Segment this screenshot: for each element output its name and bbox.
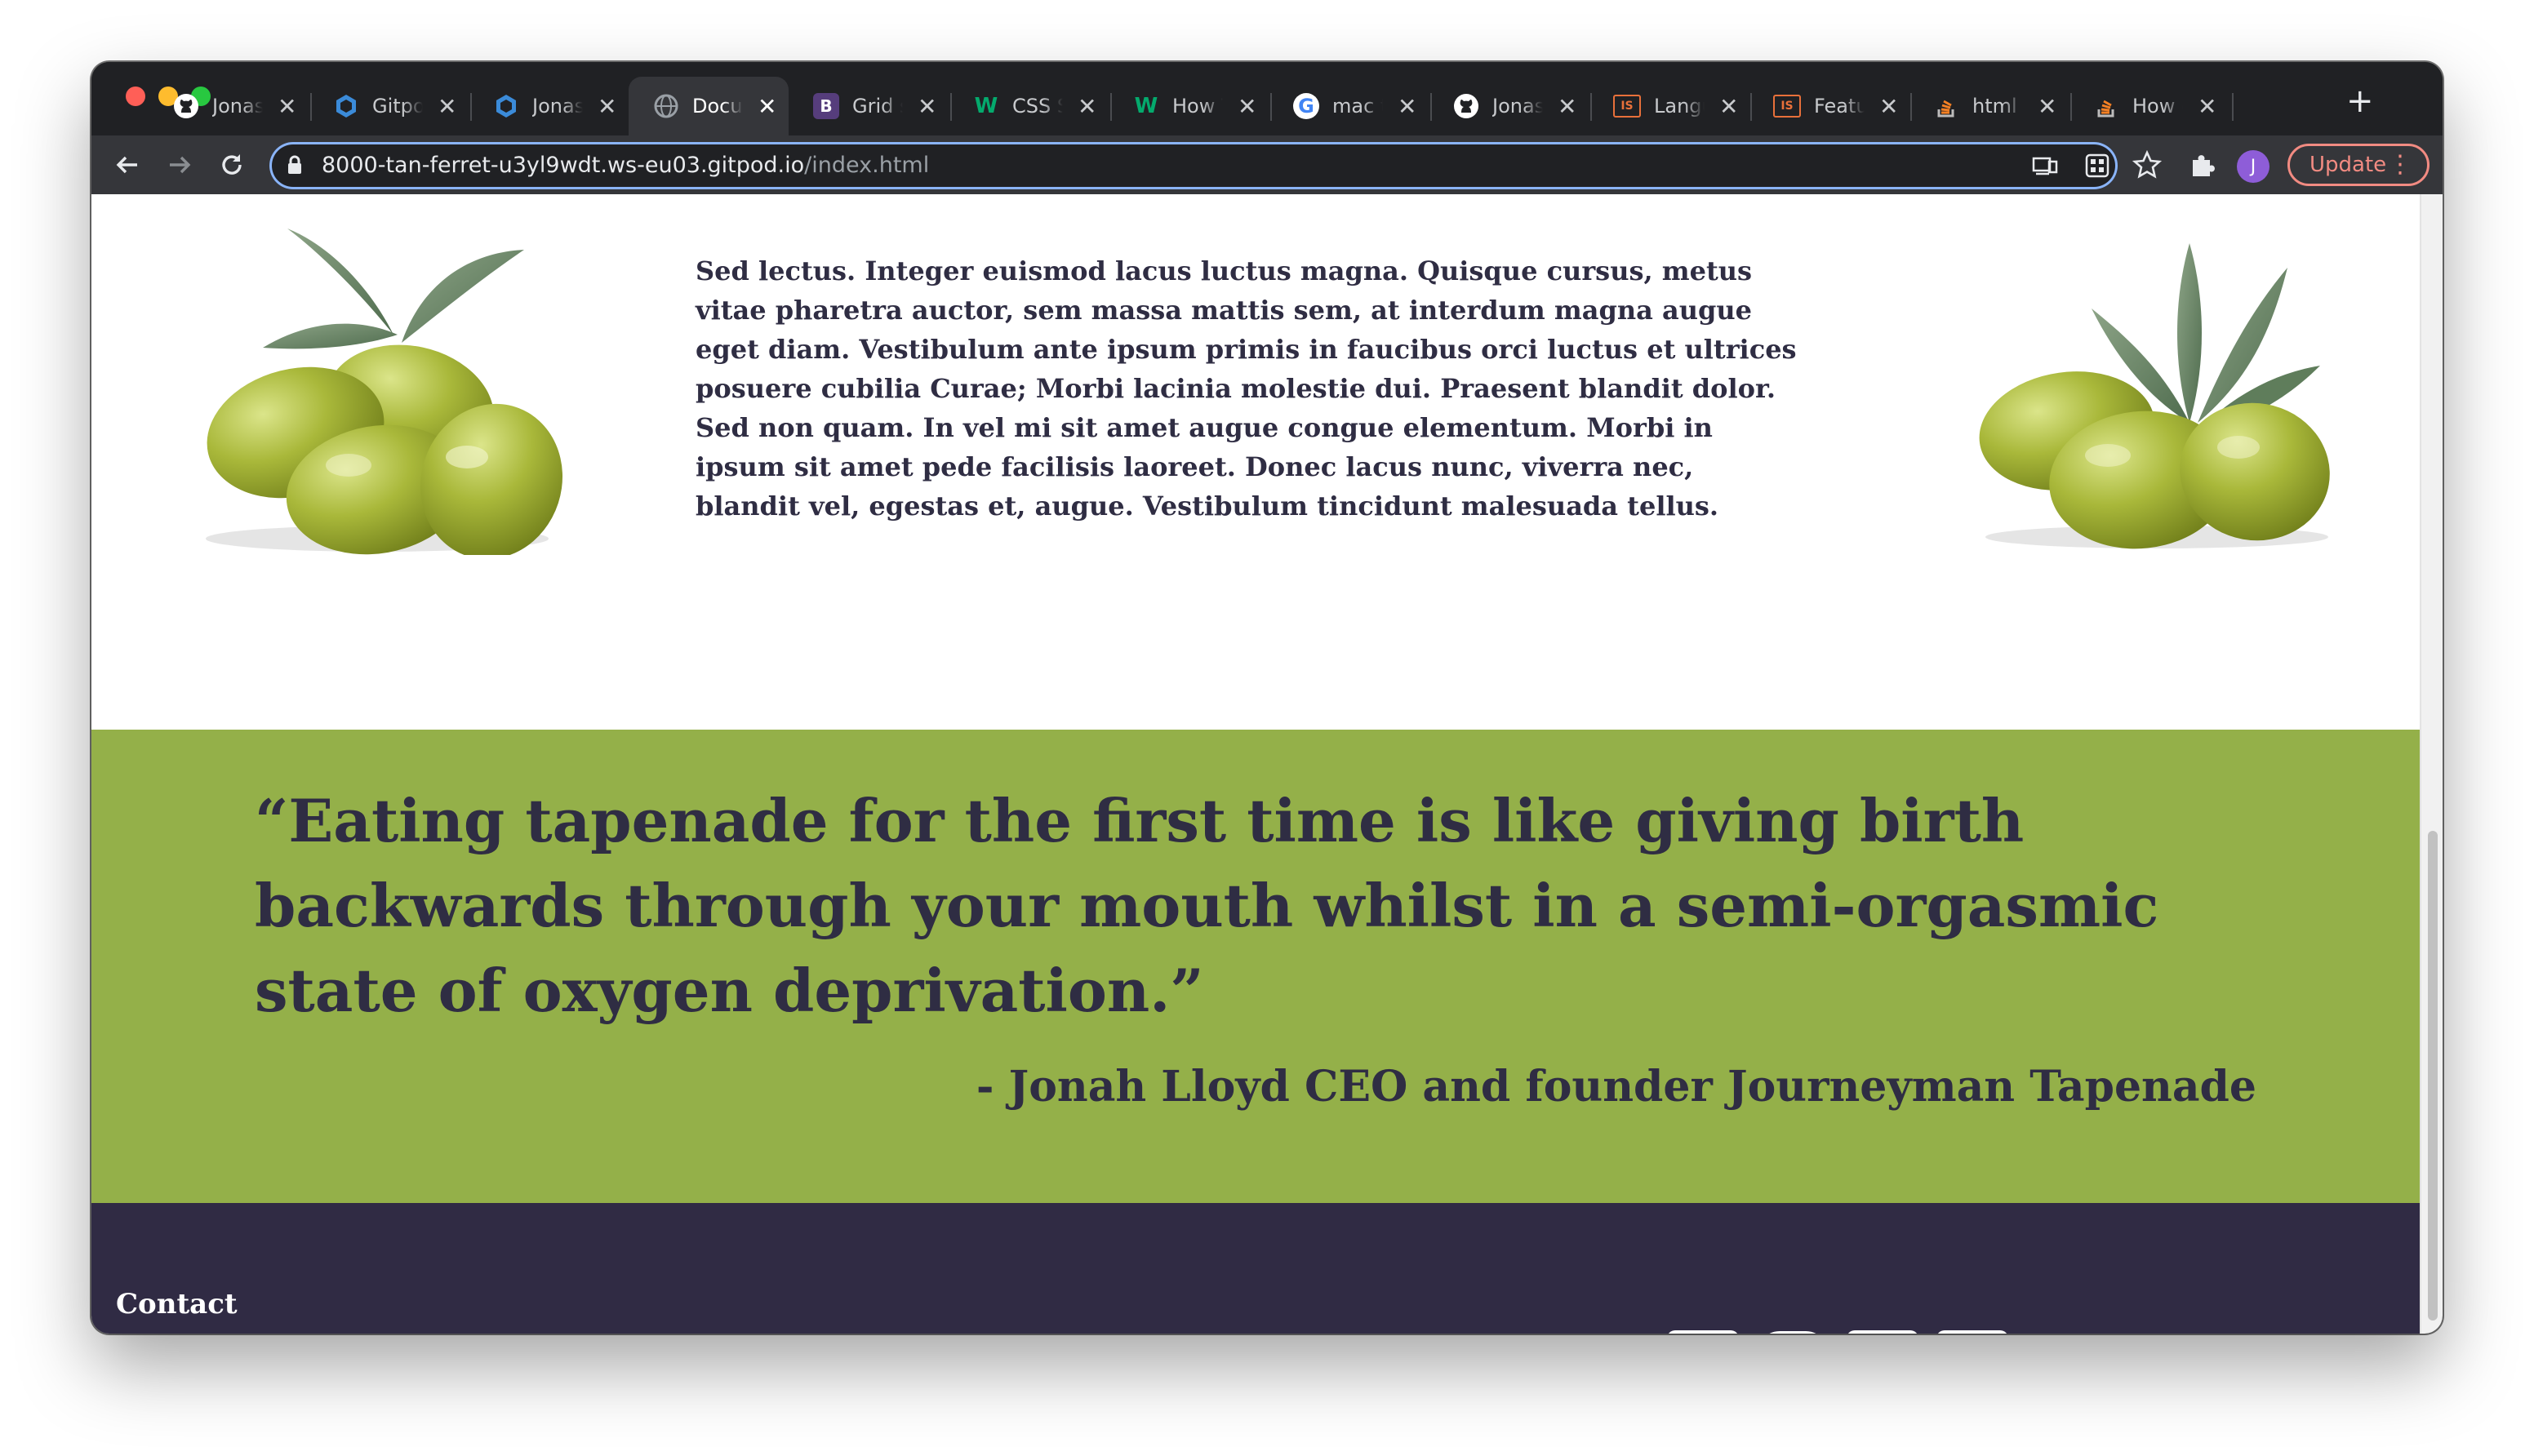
close-tab-icon[interactable]: ✕ [1238,92,1257,120]
address-bar[interactable]: 8000-tan-ferret-u3yl9wdt.ws-eu03.gitpod.… [269,142,2118,189]
tab-google-search[interactable]: G mac t ✕ [1269,77,1429,135]
tab-bootstrap-grid[interactable]: B Grid s ✕ [789,77,949,135]
close-tab-icon[interactable]: ✕ [1719,92,1739,120]
github-icon [173,93,199,119]
tab-title: How T [1172,95,1223,118]
globe-icon [653,93,679,119]
new-tab-button[interactable]: + [2346,82,2374,120]
extensions-puzzle-icon[interactable] [2188,150,2217,180]
stackoverflow-icon [2093,93,2119,119]
url-text: 8000-tan-ferret-u3yl9wdt.ws-eu03.gitpod.… [322,153,929,178]
sheets-icon: IS [1773,95,1801,118]
stackoverflow-icon [1933,93,1959,119]
bootstrap-icon: B [813,93,839,119]
olives-image-right [1979,243,2330,549]
reload-icon [222,154,242,175]
url-host: 8000-tan-ferret-u3yl9wdt.ws-eu03.gitpod.… [322,153,805,178]
page-viewport: Sed lectus. Integer euismod lacus luctus… [91,194,2420,1334]
tab-title: Grid s [852,95,903,118]
tab-github-jonas-2[interactable]: Jonas ✕ [1429,77,1589,135]
close-tab-icon[interactable]: ✕ [918,92,937,120]
tab-github-jonas-1[interactable]: Jonas ✕ [149,77,309,135]
bookmark-star-icon[interactable] [2132,150,2162,180]
gitpod-icon [333,93,359,119]
sheets-icon: IS [1613,95,1641,118]
gitpod-icon [493,93,519,119]
testimonial-section: “Eating tapenade for the first time is l… [91,730,2420,1203]
tab-stackoverflow-html[interactable]: html - ✕ [1909,77,2069,135]
update-label: Update [2309,153,2387,177]
twitter-icon[interactable] [1847,1330,1918,1334]
w3schools-icon: W [1134,94,1158,118]
back-button[interactable] [106,144,149,186]
tab-title: Featu [1814,95,1865,118]
tab-strip: Jonas ✕ Gitpod ✕ Jonas ✕ Docum ✕ [91,62,2443,135]
arrow-left-icon [116,156,137,174]
youtube-icon[interactable] [1936,1330,2008,1334]
scrollbar-thumb[interactable] [2428,831,2438,1321]
reload-button[interactable] [211,144,253,186]
github-icon [1453,93,1479,119]
close-tab-icon[interactable]: ✕ [598,92,617,120]
profile-avatar[interactable]: J [2237,150,2269,183]
forward-button[interactable] [158,144,201,186]
tab-document-active[interactable]: Docum ✕ [629,77,789,135]
tab-title: mac t [1332,95,1383,118]
qr-code-icon[interactable] [2083,152,2111,180]
arrow-right-icon [170,156,191,174]
tab-title: Jonas [1492,95,1543,118]
close-tab-icon[interactable]: ✕ [1398,92,1417,120]
tab-title: Docum [692,95,743,118]
close-tab-icon[interactable]: ✕ [2198,92,2217,120]
tab-title: Gitpod [372,95,423,118]
close-tab-icon[interactable]: ✕ [278,92,297,120]
tab-w3schools-howto[interactable]: W How T ✕ [1109,77,1269,135]
update-button[interactable]: Update ⋮ [2287,144,2430,186]
browser-toolbar: 8000-tan-ferret-u3yl9wdt.ws-eu03.gitpod.… [91,135,2443,194]
close-window-button[interactable] [126,87,145,106]
google-icon: G [1293,93,1319,119]
tab-title: How c [2132,95,2183,118]
intro-paragraph: Sed lectus. Integer euismod lacus luctus… [696,255,1797,522]
close-tab-icon[interactable]: ✕ [1078,92,1097,120]
tab-title: CSS S [1012,95,1063,118]
instagram-icon[interactable] [1757,1330,1829,1334]
tab-title: Langu [1654,95,1705,118]
more-vert-icon: ⋮ [2388,150,2412,179]
cast-icon[interactable] [2031,152,2059,180]
tab-title: Jonas [532,95,583,118]
browser-window: Jonas ✕ Gitpod ✕ Jonas ✕ Docum ✕ [91,62,2443,1334]
close-tab-icon[interactable]: ✕ [758,92,777,120]
url-path: /index.html [804,153,930,178]
tab-stackoverflow-howto[interactable]: How c ✕ [2069,77,2229,135]
close-tab-icon[interactable]: ✕ [2038,92,2057,120]
w3schools-icon: W [974,94,998,118]
tab-language[interactable]: IS Langu ✕ [1589,77,1749,135]
olives-image-left [206,229,563,555]
close-tab-icon[interactable]: ✕ [1879,92,1899,120]
close-tab-icon[interactable]: ✕ [1558,92,1577,120]
facebook-icon[interactable] [1667,1330,1739,1334]
testimonial-quote: “Eating tapenade for the first time is l… [255,786,2159,1025]
tab-features[interactable]: IS Featu ✕ [1749,77,1909,135]
lock-icon [288,155,301,174]
tab-gitpod-jonas[interactable]: Jonas ✕ [469,77,629,135]
tab-w3schools-css[interactable]: W CSS S ✕ [949,77,1109,135]
close-tab-icon[interactable]: ✕ [438,92,457,120]
vertical-scrollbar[interactable] [2420,194,2443,1334]
contact-heading: Contact [116,1288,238,1321]
tab-title: Jonas [212,95,263,118]
tab-gitpod[interactable]: Gitpod ✕ [309,77,469,135]
testimonial-attribution: - Jonah Lloyd CEO and founder Journeyman… [976,1062,2256,1112]
tab-title: html - [1972,95,2023,118]
site-footer: Contact email: journeymantaps@olive.com … [91,1203,2420,1334]
